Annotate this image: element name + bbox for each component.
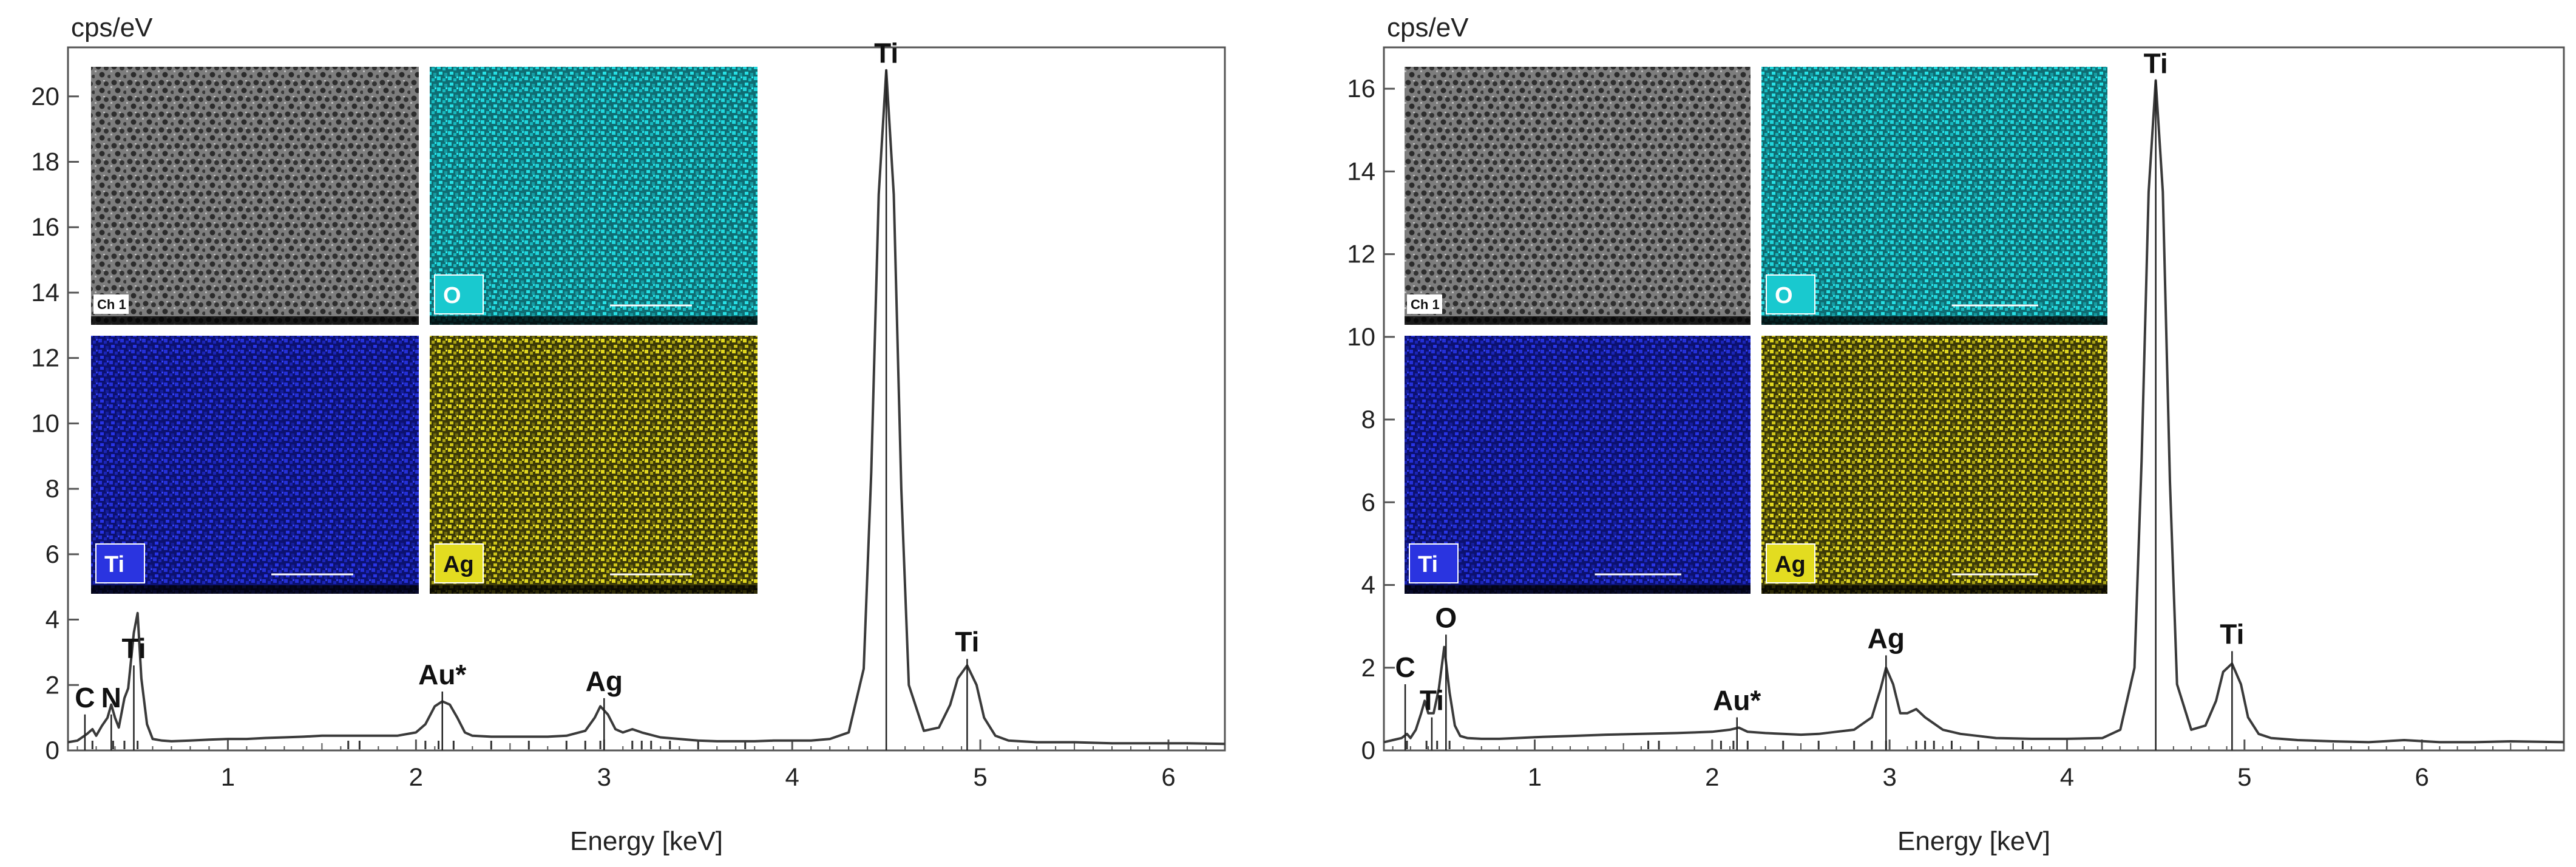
x-tick-label: 2 — [409, 763, 423, 791]
inset-label: O — [1775, 283, 1793, 308]
inset-info-strip — [430, 585, 758, 594]
y-tick-label: 8 — [46, 474, 59, 503]
inset-image — [91, 67, 419, 325]
y-tick-label: 20 — [31, 82, 59, 110]
peak-label: O — [1435, 602, 1457, 633]
inset-label-box — [1409, 543, 1459, 583]
x-tick-label: 4 — [2060, 763, 2074, 791]
y-tick-label: 0 — [46, 736, 59, 764]
inset-info-strip — [1405, 316, 1751, 325]
peak-label: Ti — [874, 38, 898, 69]
y-tick-label: 10 — [31, 409, 59, 437]
inset-image — [1761, 67, 2107, 325]
spectrum-line — [1383, 79, 2564, 744]
spectrum-line — [67, 69, 1225, 746]
inset-image — [1405, 336, 1751, 594]
peak-label: Ag — [586, 665, 623, 697]
inset-image — [1761, 336, 2107, 594]
peak-label: N — [101, 682, 121, 713]
inset-O-map: O — [430, 67, 758, 325]
y-tick-label: 0 — [1361, 736, 1375, 764]
y-axis-label: cps/eV — [71, 13, 153, 42]
y-tick-label: 6 — [1361, 488, 1375, 516]
inset-label-box — [1766, 543, 1815, 583]
peak-label: Ti — [121, 633, 146, 664]
inset-label-box — [93, 294, 129, 314]
inset-sem-map: Ch 1 — [1405, 67, 1751, 325]
y-tick-label: 8 — [1361, 405, 1375, 433]
x-tick-label: 6 — [1161, 763, 1175, 791]
inset-label: Ti — [104, 552, 124, 577]
y-tick-label: 12 — [1347, 240, 1375, 268]
inset-Ag-map: Ag — [430, 336, 758, 594]
plot-frame-right — [1383, 46, 2565, 752]
inset-label-box — [434, 274, 484, 314]
inset-Ti-map: Ti — [1405, 336, 1751, 594]
x-axis-label: Energy [keV] — [1897, 826, 2050, 856]
peak-label: Ag — [1868, 622, 1905, 654]
x-tick-label: 3 — [597, 763, 611, 791]
x-tick-label: 1 — [221, 763, 235, 791]
inset-image — [430, 67, 758, 325]
inset-info-strip — [1405, 585, 1751, 594]
inset-image — [91, 336, 419, 594]
inset-label: Ti — [1418, 552, 1438, 577]
peak-label: C — [1395, 651, 1415, 683]
inset-label-box — [434, 543, 484, 583]
x-tick-label: 6 — [2415, 763, 2429, 791]
inset-label: Ch 1 — [1411, 297, 1440, 312]
peak-label: Ti — [1420, 685, 1444, 716]
y-tick-label: 2 — [46, 670, 59, 699]
plot-frame-left — [67, 46, 1226, 752]
inset-label: Ag — [443, 552, 474, 577]
y-tick-label: 16 — [31, 212, 59, 241]
peak-label: Au* — [1713, 685, 1761, 716]
y-tick-label: 6 — [46, 540, 59, 568]
inset-label-box — [1407, 294, 1442, 314]
inset-label-box — [95, 543, 145, 583]
inset-sem-map: Ch 1 — [91, 67, 419, 325]
y-tick-label: 18 — [31, 148, 59, 176]
x-axis-label: Energy [keV] — [570, 826, 723, 856]
y-tick-label: 4 — [1361, 571, 1375, 599]
peak-label: Au* — [418, 659, 466, 690]
inset-info-strip — [91, 316, 419, 325]
peak-label: Ti — [955, 626, 979, 658]
y-tick-label: 12 — [31, 344, 59, 372]
inset-info-strip — [430, 316, 758, 325]
x-tick-label: 4 — [785, 763, 799, 791]
inset-label: Ag — [1775, 552, 1806, 577]
inset-image — [430, 336, 758, 594]
x-tick-label: 2 — [1705, 763, 1719, 791]
inset-O-map: O — [1761, 67, 2107, 325]
y-tick-label: 14 — [1347, 157, 1375, 185]
inset-Ti-map: Ti — [91, 336, 419, 594]
peak-label: Ti — [2144, 47, 2168, 79]
inset-info-strip — [1761, 585, 2107, 594]
peak-label: Ti — [2220, 619, 2244, 650]
inset-label: Ch 1 — [97, 297, 126, 312]
inset-label-box — [1766, 274, 1815, 314]
inset-label: O — [443, 283, 461, 308]
peak-label: C — [75, 682, 95, 713]
inset-Ag-map: Ag — [1761, 336, 2107, 594]
inset-info-strip — [1761, 316, 2107, 325]
y-tick-label: 14 — [31, 278, 59, 307]
inset-info-strip — [91, 585, 419, 594]
x-tick-label: 5 — [973, 763, 987, 791]
y-tick-label: 2 — [1361, 653, 1375, 682]
y-tick-label: 4 — [46, 605, 59, 634]
y-tick-label: 16 — [1347, 74, 1375, 103]
x-tick-label: 5 — [2237, 763, 2251, 791]
x-tick-label: 3 — [1882, 763, 1896, 791]
y-tick-label: 10 — [1347, 322, 1375, 351]
inset-image — [1405, 67, 1751, 325]
x-tick-label: 1 — [1528, 763, 1542, 791]
y-axis-label: cps/eV — [1387, 13, 1469, 42]
